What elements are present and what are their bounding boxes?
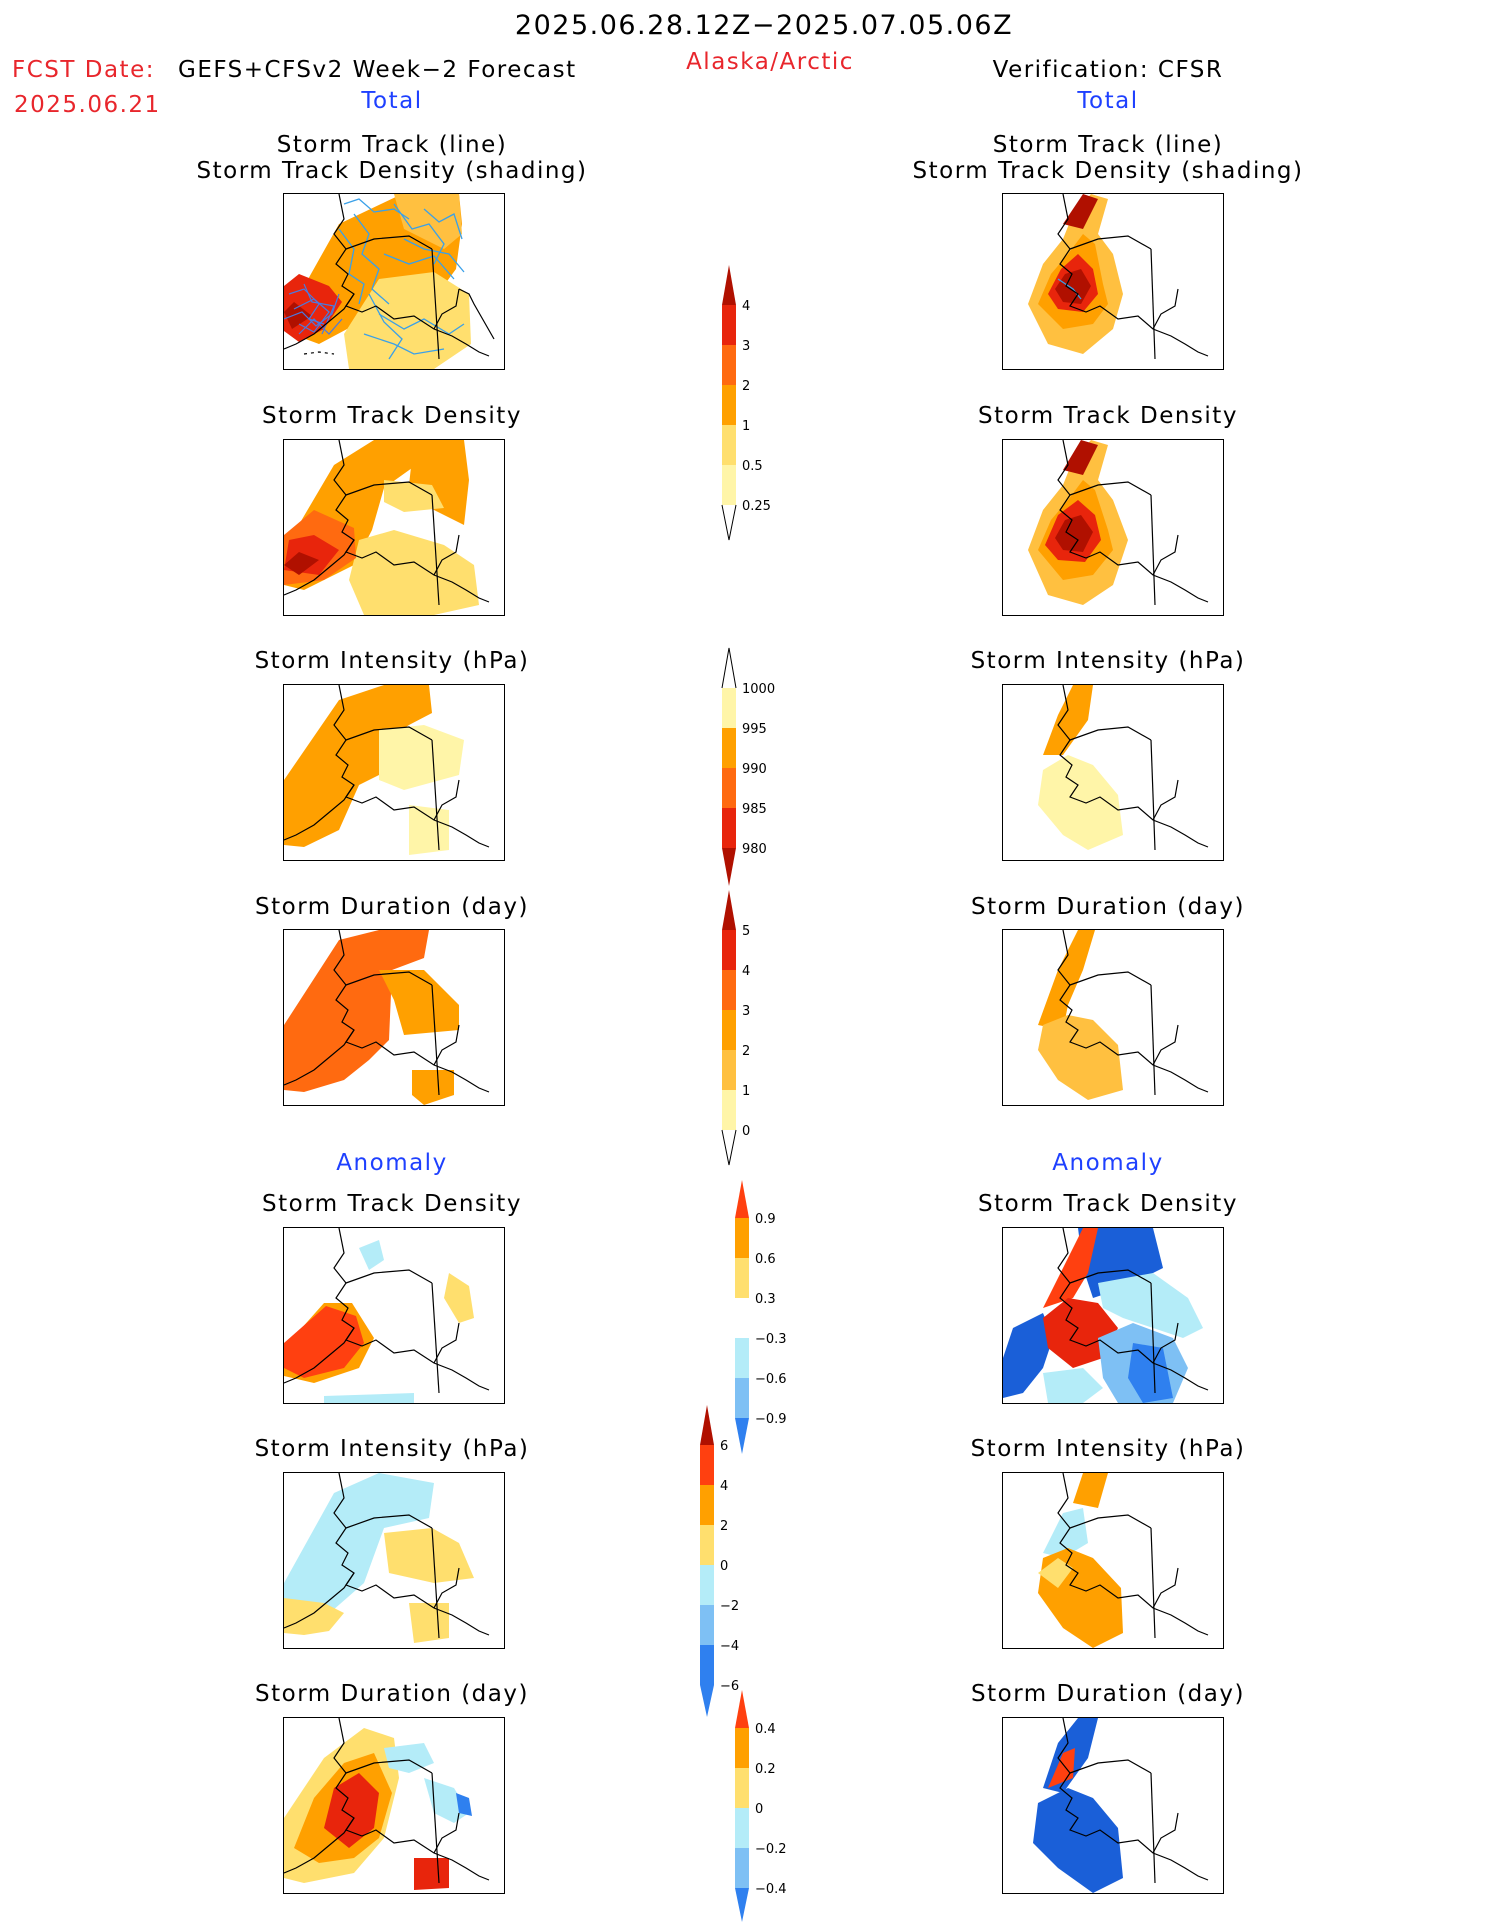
title-track-shading-left: Storm Track Density (shading) [196, 158, 588, 184]
section-total-right: Total [1077, 88, 1139, 114]
map-canvas [1003, 1228, 1223, 1403]
title-density-left: Storm Track Density [262, 403, 522, 429]
colorbar-tick: 2 [742, 1044, 750, 1059]
colorbar-tick: −6 [720, 1679, 739, 1694]
map-track-density-forecast [283, 439, 505, 616]
fcst-model: GEFS+CFSv2 Week−2 Forecast [178, 57, 577, 83]
colorbar-tick: 6 [720, 1439, 728, 1454]
title-intensity-left: Storm Intensity (hPa) [254, 648, 530, 674]
colorbar-duration: 5 4 3 2 1 0 [721, 890, 792, 1174]
map-duration-forecast [283, 929, 505, 1106]
title-intensity-right: Storm Intensity (hPa) [970, 648, 1246, 674]
map-duration-anomaly-forecast [283, 1717, 505, 1894]
colorbar-tick: −0.9 [755, 1412, 787, 1427]
colorbar-track-density: 4 3 2 1 0.5 0.25 [721, 265, 792, 549]
map-intensity-anomaly-verification [1002, 1472, 1224, 1649]
colorbar-duration-anomaly: 0.4 0.2 0 −0.2 −0.4 [735, 1690, 805, 1929]
colorbar-tick: −0.6 [755, 1372, 787, 1387]
colorbar-tick: 990 [742, 762, 767, 777]
colorbar-tick: −2 [720, 1599, 739, 1614]
colorbar-tick: −0.2 [755, 1842, 787, 1857]
section-total-left: Total [361, 88, 423, 114]
colorbar-tick: 3 [742, 1004, 750, 1019]
title-density-anom-right: Storm Track Density [978, 1191, 1238, 1217]
colorbar-tick: 0.5 [742, 459, 763, 474]
map-track-line-forecast [283, 193, 505, 370]
map-canvas [1028, 440, 1209, 606]
colorbar-tick: −4 [720, 1639, 739, 1654]
map-intensity-forecast [283, 684, 505, 861]
title-duration-left: Storm Duration (day) [255, 894, 529, 920]
map-intensity-verification [1002, 684, 1224, 861]
colorbar-tick: 2 [742, 379, 750, 394]
colorbar-tick: 1 [742, 1084, 750, 1099]
section-anomaly-left: Anomaly [336, 1150, 448, 1176]
map-canvas [284, 1718, 490, 1890]
colorbar-tick: −0.4 [755, 1882, 787, 1897]
colorbar-tick: 0.2 [755, 1762, 776, 1777]
title-density-right: Storm Track Density [978, 403, 1238, 429]
title-track-shading-right: Storm Track Density (shading) [912, 158, 1304, 184]
colorbar-tick: 4 [742, 299, 750, 314]
fcst-date-label: FCST Date: [12, 57, 155, 83]
colorbar-tick: 0 [742, 1124, 750, 1139]
colorbar-tick: 0.3 [755, 1292, 776, 1307]
colorbar-tick: 0 [755, 1802, 763, 1817]
map-canvas [284, 1228, 490, 1403]
map-duration-verification [1002, 929, 1224, 1106]
colorbar-tick: 1000 [742, 682, 775, 697]
map-canvas [1033, 1718, 1209, 1893]
colorbar-tick: 995 [742, 722, 767, 737]
colorbar-tick: 0.9 [755, 1212, 776, 1227]
map-density-anomaly-forecast [283, 1227, 505, 1404]
map-canvas [284, 685, 490, 855]
fcst-date: 2025.06.21 [14, 92, 161, 118]
colorbar-intensity: 1000 995 990 985 980 [721, 647, 792, 892]
colorbar-tick: 2 [720, 1519, 728, 1534]
map-track-line-verification [1002, 193, 1224, 370]
title-duration-anom-left: Storm Duration (day) [255, 1681, 529, 1707]
colorbar-tick: 0.6 [755, 1252, 776, 1267]
forecast-period: 2025.06.28.12Z−2025.07.05.06Z [514, 10, 1014, 41]
map-canvas [1038, 930, 1209, 1100]
title-intensity-anom-right: Storm Intensity (hPa) [970, 1436, 1246, 1462]
colorbar-tick: 985 [742, 802, 767, 817]
map-canvas [284, 1473, 490, 1643]
map-canvas [284, 194, 495, 369]
title-duration-anom-right: Storm Duration (day) [971, 1681, 1245, 1707]
title-track-line-left: Storm Track (line) [276, 132, 508, 158]
colorbar-tick: 0.25 [742, 499, 771, 514]
colorbar-intensity-anomaly: 6 4 2 0 −2 −4 −6 [700, 1405, 770, 1729]
colorbar-tick: −0.3 [755, 1332, 787, 1347]
map-density-anomaly-verification [1002, 1227, 1224, 1404]
title-intensity-anom-left: Storm Intensity (hPa) [254, 1436, 530, 1462]
section-anomaly-right: Anomaly [1052, 1150, 1164, 1176]
colorbar-tick: 4 [720, 1479, 728, 1494]
colorbar-tick: 4 [742, 964, 750, 979]
colorbar-tick: 0.4 [755, 1722, 776, 1737]
title-duration-right: Storm Duration (day) [971, 894, 1245, 920]
map-canvas [284, 930, 490, 1105]
verification-label: Verification: CFSR [992, 57, 1224, 83]
colorbar-tick: 5 [742, 924, 750, 939]
colorbar-tick: 1 [742, 419, 750, 434]
title-track-line-right: Storm Track (line) [992, 132, 1224, 158]
colorbar-density-anomaly: 0.9 0.6 0.3 −0.3 −0.6 −0.9 [735, 1180, 805, 1464]
title-density-anom-left: Storm Track Density [262, 1191, 522, 1217]
map-canvas [1028, 194, 1209, 360]
map-intensity-anomaly-forecast [283, 1472, 505, 1649]
map-duration-anomaly-verification [1002, 1717, 1224, 1894]
colorbar-tick: 3 [742, 339, 750, 354]
region-label: Alaska/Arctic [686, 49, 854, 75]
map-canvas [1038, 1473, 1209, 1648]
colorbar-tick: 0 [720, 1559, 728, 1574]
colorbar-tick: 980 [742, 842, 767, 857]
map-canvas [284, 440, 490, 615]
map-track-density-verification [1002, 439, 1224, 616]
map-canvas [1038, 685, 1209, 851]
